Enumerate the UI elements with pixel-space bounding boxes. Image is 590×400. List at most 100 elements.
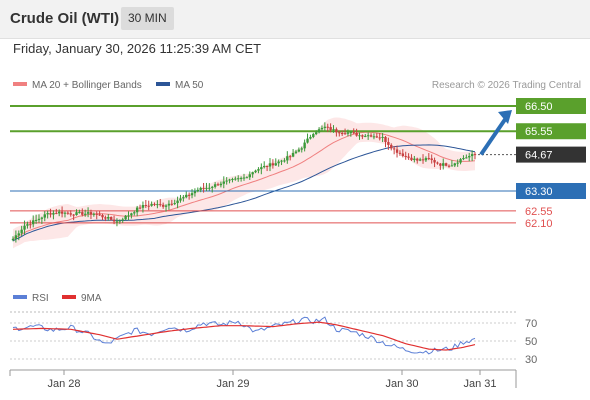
candle-body xyxy=(320,127,324,130)
candle xyxy=(124,215,127,221)
candle-body xyxy=(332,129,335,131)
timeframe-button[interactable]: 30 MIN xyxy=(121,7,174,30)
candle-body xyxy=(312,134,315,137)
candle xyxy=(263,161,266,169)
candle-body xyxy=(381,136,384,138)
candle-body xyxy=(364,135,367,137)
candle-body xyxy=(147,205,150,207)
candle-body xyxy=(196,189,199,192)
candle xyxy=(92,212,96,217)
legend-ma50-label: MA 50 xyxy=(175,80,204,91)
chart-header: Crude Oil (WTI) 30 MIN xyxy=(0,0,590,39)
candle xyxy=(144,199,148,209)
candle xyxy=(265,165,269,172)
legend-rsi: RSI xyxy=(13,293,49,304)
candle-body xyxy=(263,166,266,168)
candle xyxy=(141,201,145,213)
candle xyxy=(320,125,324,132)
candle-body xyxy=(133,212,136,214)
candle-body xyxy=(369,135,373,137)
candle xyxy=(277,159,280,167)
candle xyxy=(326,123,329,132)
candle xyxy=(55,208,58,215)
candle-body xyxy=(372,136,376,138)
candle xyxy=(159,198,162,207)
candle-body xyxy=(141,205,145,208)
candle-body xyxy=(433,160,436,163)
candle-body xyxy=(465,157,468,159)
candle xyxy=(462,155,465,161)
level-66-50-label: 66.50 xyxy=(525,101,553,113)
candle-body xyxy=(29,224,32,226)
candle xyxy=(395,145,399,158)
candle-body xyxy=(52,212,55,215)
candle xyxy=(60,206,64,218)
candle-body xyxy=(335,129,338,133)
candle-body xyxy=(118,220,122,222)
candle xyxy=(89,209,93,220)
candle-body xyxy=(280,160,283,162)
candle-body xyxy=(387,142,390,145)
candle-body xyxy=(78,212,81,214)
candle xyxy=(309,134,312,140)
candle-body xyxy=(416,158,419,161)
forecast-arrow-shaft xyxy=(479,116,508,156)
candle-body xyxy=(98,214,101,216)
candle-body xyxy=(26,224,29,226)
candle xyxy=(29,220,32,229)
candle xyxy=(49,208,52,218)
candle xyxy=(274,158,277,166)
candle xyxy=(453,162,456,168)
candle xyxy=(26,221,29,229)
candle-body xyxy=(346,132,350,134)
candle-body xyxy=(60,211,64,214)
candle-body xyxy=(138,207,142,209)
candle xyxy=(329,123,332,133)
candle xyxy=(101,213,104,221)
candle xyxy=(323,122,327,131)
candle xyxy=(289,155,292,161)
candle xyxy=(372,133,376,140)
candle xyxy=(271,159,275,169)
candle-body xyxy=(473,154,477,156)
candle-body xyxy=(17,233,20,236)
candle xyxy=(170,199,174,206)
candle-body xyxy=(361,135,364,137)
candle-body xyxy=(83,213,87,215)
candle xyxy=(78,209,81,214)
candle-body xyxy=(323,126,327,128)
level-65-55-tag xyxy=(516,123,586,140)
candle-body xyxy=(124,215,127,220)
candle-body xyxy=(424,158,428,161)
candle-body xyxy=(343,133,347,135)
candle xyxy=(254,169,257,174)
candle-body xyxy=(199,187,202,190)
candle-body xyxy=(314,132,318,135)
candle-body xyxy=(260,167,263,170)
candle xyxy=(317,127,321,134)
candle xyxy=(297,147,301,153)
candle xyxy=(231,177,234,183)
credit-text: Research © 2026 Trading Central xyxy=(431,80,581,91)
candle xyxy=(37,214,41,223)
candle-body xyxy=(303,142,306,149)
candle-body xyxy=(23,225,26,230)
candle xyxy=(407,153,410,160)
x-tick-label: Jan 30 xyxy=(385,378,418,390)
legend-rsi-ma: 9MA xyxy=(62,293,102,304)
candle xyxy=(237,175,240,182)
candle-body xyxy=(144,205,148,207)
candle-body xyxy=(289,156,292,158)
candle-body xyxy=(286,156,289,161)
candle xyxy=(424,156,428,162)
candle xyxy=(40,216,44,225)
candle-body xyxy=(225,180,228,182)
candle xyxy=(378,133,381,141)
candle xyxy=(465,154,468,159)
candle xyxy=(433,157,436,168)
candle-body xyxy=(234,178,237,180)
candle xyxy=(421,154,425,164)
candle-body xyxy=(355,132,358,136)
candle-body xyxy=(211,186,214,188)
